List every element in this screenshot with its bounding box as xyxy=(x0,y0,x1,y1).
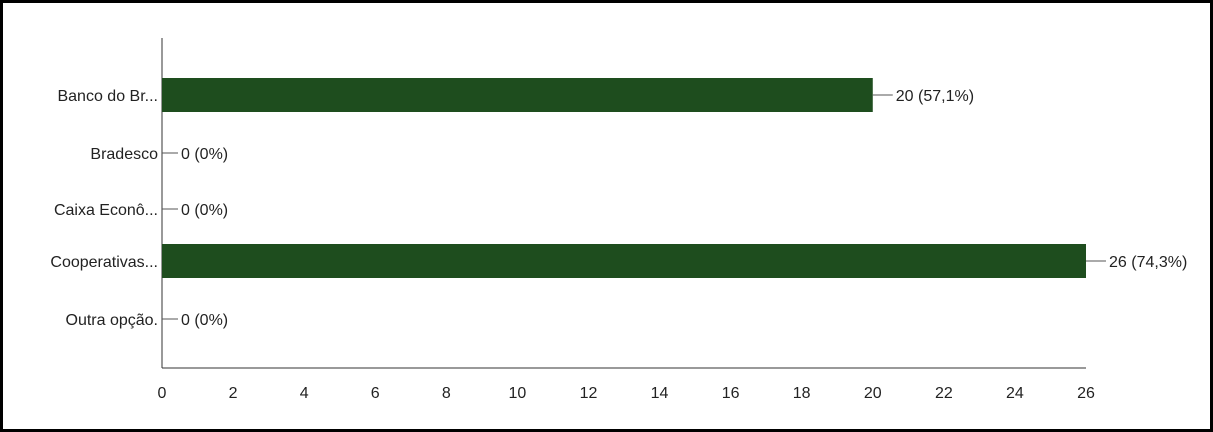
category-label: Banco do Br... xyxy=(57,88,158,105)
x-tick-label: 10 xyxy=(508,385,526,402)
x-tick-label: 12 xyxy=(580,385,598,402)
x-tick-label: 8 xyxy=(442,385,451,402)
x-tick-label: 4 xyxy=(300,385,309,402)
x-tick-label: 14 xyxy=(651,385,669,402)
x-tick-label: 2 xyxy=(229,385,238,402)
data-label: 0 (0%) xyxy=(181,146,228,163)
data-label: 0 (0%) xyxy=(181,202,228,219)
category-label: Cooperativas... xyxy=(50,254,158,271)
x-tick-label: 0 xyxy=(158,385,167,402)
category-label: Outra opção. xyxy=(66,312,159,329)
category-label: Caixa Econô... xyxy=(54,202,158,219)
x-tick-label: 6 xyxy=(371,385,380,402)
x-tick-label: 16 xyxy=(722,385,740,402)
x-tick-label: 24 xyxy=(1006,385,1024,402)
bar xyxy=(162,244,1086,278)
x-tick-label: 18 xyxy=(793,385,811,402)
category-label: Bradesco xyxy=(90,146,158,163)
x-tick-label: 26 xyxy=(1077,385,1095,402)
x-tick-label: 22 xyxy=(935,385,953,402)
data-label: 26 (74,3%) xyxy=(1109,254,1187,271)
data-label: 20 (57,1%) xyxy=(896,88,974,105)
x-tick-label: 20 xyxy=(864,385,882,402)
data-label: 0 (0%) xyxy=(181,312,228,329)
bar xyxy=(162,78,873,112)
